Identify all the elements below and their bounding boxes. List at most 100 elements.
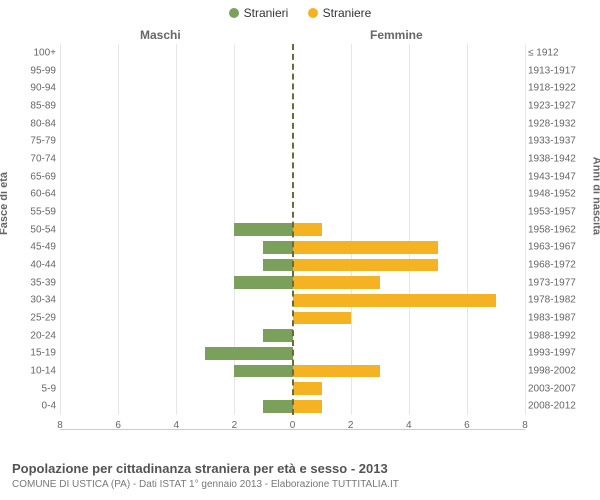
male-half: [60, 82, 293, 95]
x-tick-label: 2: [348, 420, 354, 431]
y-axis-title-left: Fasce di età: [0, 172, 10, 235]
legend-item-stranieri: Stranieri: [229, 6, 289, 20]
bar-male: [234, 223, 292, 236]
male-half: [60, 223, 293, 236]
bar-female: [293, 400, 322, 413]
bar-male: [263, 329, 292, 342]
header-femmine: Femmine: [370, 28, 423, 42]
male-half: [60, 365, 293, 378]
legend-swatch-m: [229, 8, 239, 18]
bar-female: [293, 382, 322, 395]
age-label: 15-19: [22, 348, 56, 359]
age-label: 25-29: [22, 312, 56, 323]
age-label: 5-9: [22, 383, 56, 394]
age-label: 60-64: [22, 189, 56, 200]
bar-female: [293, 223, 322, 236]
age-label: 40-44: [22, 259, 56, 270]
female-half: [293, 188, 526, 201]
birth-year-label: 1983-1987: [528, 312, 588, 323]
birth-year-label: 1958-1962: [528, 224, 588, 235]
age-label: 30-34: [22, 295, 56, 306]
age-label: 85-89: [22, 100, 56, 111]
birth-year-label: 1933-1937: [528, 136, 588, 147]
age-label: 65-69: [22, 171, 56, 182]
center-axis: [292, 44, 294, 415]
female-half: [293, 259, 526, 272]
bar-male: [234, 276, 292, 289]
bar-male: [263, 259, 292, 272]
male-half: [60, 170, 293, 183]
population-pyramid-chart: Stranieri Straniere Maschi Femmine Fasce…: [0, 0, 600, 500]
female-half: [293, 153, 526, 166]
age-label: 10-14: [22, 365, 56, 376]
birth-year-label: 1918-1922: [528, 83, 588, 94]
bar-male: [263, 400, 292, 413]
birth-year-label: 1973-1977: [528, 277, 588, 288]
birth-year-label: 1963-1967: [528, 242, 588, 253]
age-label: 0-4: [22, 401, 56, 412]
birth-year-label: 1998-2002: [528, 365, 588, 376]
male-half: [60, 153, 293, 166]
female-half: [293, 294, 526, 307]
bar-female: [293, 312, 351, 325]
x-tick-label: 8: [522, 420, 528, 431]
bar-female: [293, 276, 380, 289]
x-tick-label: 0: [290, 420, 296, 431]
female-half: [293, 99, 526, 112]
female-half: [293, 276, 526, 289]
x-tick-label: 6: [115, 420, 121, 431]
x-axis-labels: 8 6 4 2 0 2 4 6 8: [60, 417, 525, 431]
chart-subtitle: COMUNE DI USTICA (PA) - Dati ISTAT 1° ge…: [12, 479, 588, 490]
birth-year-label: 1913-1917: [528, 65, 588, 76]
header-maschi: Maschi: [140, 28, 181, 42]
male-half: [60, 117, 293, 130]
female-half: [293, 135, 526, 148]
male-half: [60, 276, 293, 289]
male-half: [60, 382, 293, 395]
age-label: 75-79: [22, 136, 56, 147]
x-tick-label: 8: [57, 420, 63, 431]
male-half: [60, 99, 293, 112]
y-axis-title-right: Anni di nascita: [590, 157, 600, 235]
female-half: [293, 46, 526, 59]
bar-male: [205, 347, 292, 360]
plot-area: 100+≤ 191295-991913-191790-941918-192285…: [60, 44, 525, 430]
female-half: [293, 223, 526, 236]
female-half: [293, 382, 526, 395]
female-half: [293, 365, 526, 378]
chart-footer: Popolazione per cittadinanza straniera p…: [12, 461, 588, 490]
x-tick-label: 4: [406, 420, 412, 431]
age-label: 90-94: [22, 83, 56, 94]
female-half: [293, 329, 526, 342]
male-half: [60, 400, 293, 413]
female-half: [293, 117, 526, 130]
birth-year-label: 1923-1927: [528, 100, 588, 111]
legend: Stranieri Straniere: [0, 6, 600, 21]
birth-year-label: 1988-1992: [528, 330, 588, 341]
male-half: [60, 312, 293, 325]
birth-year-label: 1953-1957: [528, 206, 588, 217]
male-half: [60, 347, 293, 360]
female-half: [293, 400, 526, 413]
x-tick-label: 4: [173, 420, 179, 431]
birth-year-label: 1943-1947: [528, 171, 588, 182]
age-label: 35-39: [22, 277, 56, 288]
birth-year-label: 1948-1952: [528, 189, 588, 200]
birth-year-label: 1978-1982: [528, 295, 588, 306]
x-tick-label: 2: [232, 420, 238, 431]
age-label: 55-59: [22, 206, 56, 217]
age-label: 80-84: [22, 118, 56, 129]
male-half: [60, 294, 293, 307]
bar-male: [234, 365, 292, 378]
legend-item-straniere: Straniere: [308, 6, 372, 20]
female-half: [293, 347, 526, 360]
female-half: [293, 64, 526, 77]
legend-label-f: Straniere: [323, 6, 372, 20]
x-tick-label: 6: [464, 420, 470, 431]
chart-title: Popolazione per cittadinanza straniera p…: [12, 461, 588, 476]
male-half: [60, 46, 293, 59]
birth-year-label: 2008-2012: [528, 401, 588, 412]
male-half: [60, 241, 293, 254]
age-label: 20-24: [22, 330, 56, 341]
birth-year-label: ≤ 1912: [528, 47, 588, 58]
